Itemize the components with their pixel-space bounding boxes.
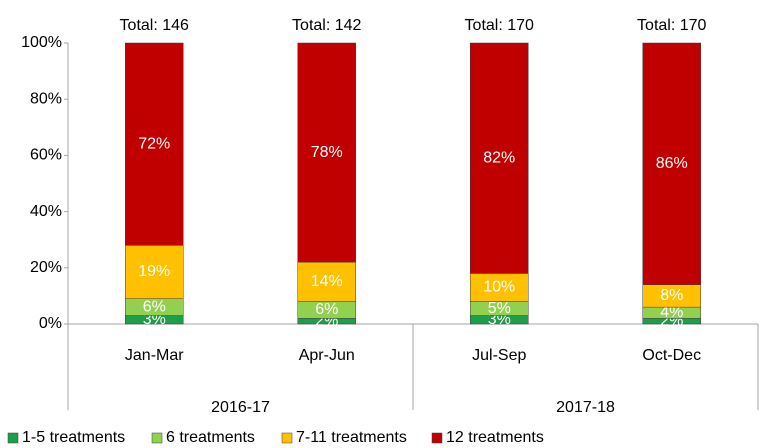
legend-label: 1-5 treatments [22, 429, 125, 446]
data-label: 5% [488, 300, 511, 317]
y-tick-label: 20% [30, 259, 62, 276]
bar-segment [470, 273, 529, 302]
annotation: Total: 170 [637, 17, 706, 34]
data-label: 6% [143, 298, 166, 315]
bar-segment [642, 42, 701, 285]
data-label: 8% [660, 287, 683, 304]
group-label: 2016-17 [211, 399, 270, 416]
x-tick-label: Jan-Mar [125, 347, 184, 364]
data-label: 82% [483, 149, 515, 166]
data-label: 6% [315, 301, 338, 318]
data-label: 86% [656, 155, 688, 172]
x-tick-label: Jul-Sep [472, 347, 526, 364]
y-tick-label: 80% [30, 90, 62, 107]
data-label: 72% [138, 135, 170, 152]
data-label: 4% [660, 304, 683, 321]
legend-label: 6 treatments [166, 429, 255, 446]
group-label: 2017-18 [556, 399, 615, 416]
y-tick-label: 100% [21, 34, 62, 51]
legend-swatch [281, 432, 293, 444]
annotation: Total: 146 [120, 17, 189, 34]
legend-swatch [431, 432, 443, 444]
bar-segment [297, 42, 356, 263]
data-label: 10% [483, 279, 515, 296]
bar-segment [125, 42, 184, 246]
legend-swatch [151, 432, 163, 444]
bar-segment [125, 245, 184, 299]
x-tick-label: Oct-Dec [642, 347, 701, 364]
y-tick-label: 40% [30, 203, 62, 220]
y-tick-label: 60% [30, 147, 62, 164]
annotation: Total: 142 [292, 17, 361, 34]
legend-swatch [7, 432, 19, 444]
legend-label: 7-11 treatments [296, 429, 407, 446]
x-tick-label: Apr-Jun [299, 347, 355, 364]
data-label: 14% [311, 273, 343, 290]
annotation: Total: 170 [465, 17, 534, 34]
y-tick-label: 0% [39, 315, 62, 332]
legend-label: 12 treatments [446, 429, 544, 446]
bar-segment [470, 42, 529, 274]
bar-segment [297, 261, 356, 302]
data-label: 78% [311, 144, 343, 161]
data-label: 19% [138, 263, 170, 280]
